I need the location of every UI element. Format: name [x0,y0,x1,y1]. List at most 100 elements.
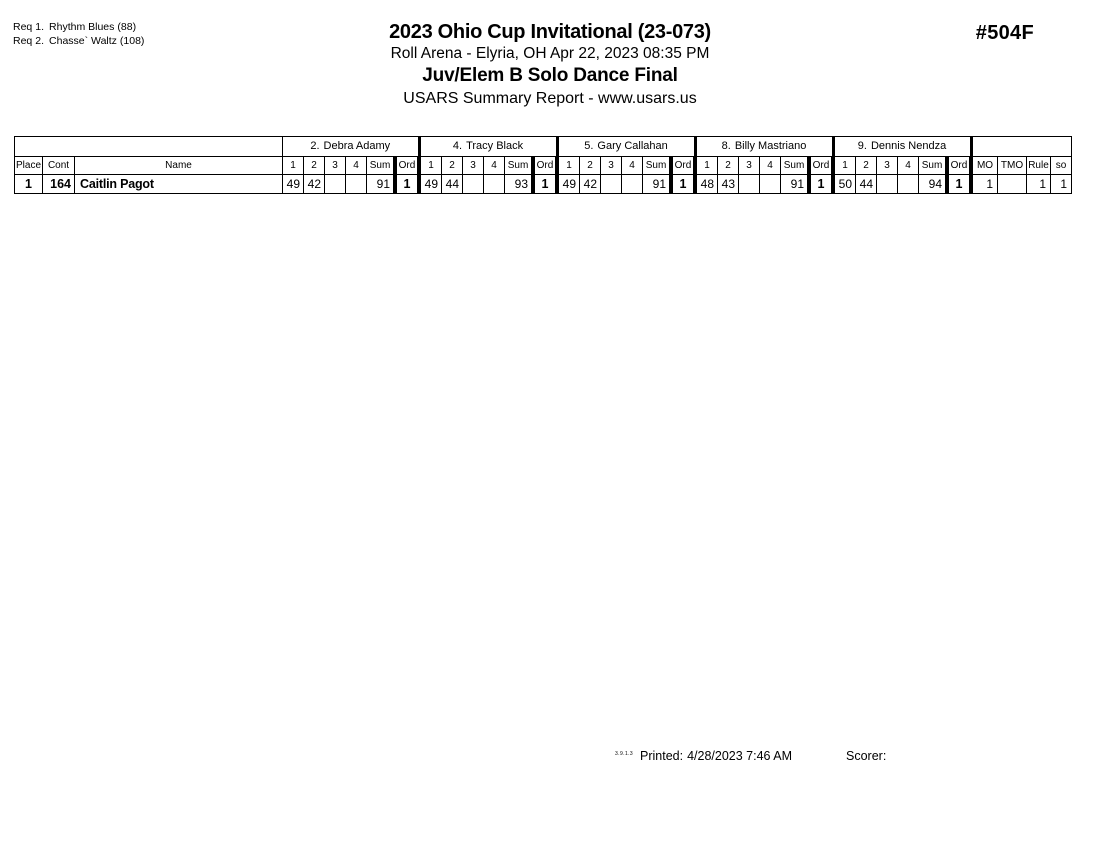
col-header-place: Place [14,156,43,175]
cell-j4-s2: 43 [717,174,739,194]
requirement-beats: (108) [119,34,145,47]
cell-j5-s1: 50 [832,174,856,194]
col-header-j3-s3: 3 [600,156,622,175]
judge-number: 2. [310,140,320,152]
cell-j5-sum: 94 [918,174,948,194]
col-header-j1-ord: Ord [393,156,421,175]
cell-j5-ord: 1 [945,174,973,194]
results-table: 2. Debra Adamy 4. Tracy Black 5. Gary Calla… [14,136,1072,194]
col-header-j5-s2: 2 [855,156,877,175]
col-header-j2-sum: Sum [504,156,534,175]
judge-name: Billy Mastriano [734,140,807,152]
col-header-j5-s4: 4 [897,156,919,175]
col-header-j1-s1: 1 [282,156,304,175]
judge-name: Dennis Nendza [870,140,947,152]
requirement-label: Req [13,34,33,47]
cell-j2-sum: 93 [504,174,534,194]
cell-j1-sum: 91 [366,174,396,194]
report-header: 2023 Ohio Cup Invitational (23-073) Roll… [0,20,1100,109]
judge-name: Debra Adamy [323,140,391,152]
report-subtitle: USARS Summary Report - www.usars.us [403,90,697,107]
col-header-j1-s2: 2 [303,156,325,175]
event-title: Juv/Elem B Solo Dance Final [422,65,678,86]
venue-datetime-line: Roll Arena - Elyria, OH Apr 22, 2023 08:… [390,45,710,62]
col-header-j5-ord: Ord [945,156,973,175]
cell-j2-ord: 1 [531,174,559,194]
col-header-j4-s4: 4 [759,156,781,175]
heat-number: #504F [975,22,1034,44]
judge-name: Gary Callahan [597,140,668,152]
col-header-j5-s1: 1 [832,156,856,175]
col-header-j1-s3: 3 [324,156,346,175]
judge-number: 4. [452,140,463,152]
judge-header-4: 8. Billy Mastriano [694,136,835,157]
cell-j1-s2: 42 [303,174,325,194]
col-header-j2-s4: 4 [483,156,505,175]
cell-j2-s4 [483,174,505,194]
col-header-j4-sum: Sum [780,156,810,175]
competition-title: 2023 Ohio Cup Invitational (23-073) [389,21,711,43]
results-table-container: 2. Debra Adamy 4. Tracy Black 5. Gary Calla… [14,136,1072,194]
requirements-block: Req 1. Rhythm Blues (88) Req 2. Chasse` Waltz… [13,21,144,48]
col-header-j5-sum: Sum [918,156,948,175]
judge-number: 5. [584,140,594,152]
requirement-beats: (88) [117,21,137,33]
software-version: 3.9.1.3 [615,751,634,757]
cell-j2-s2: 44 [441,174,463,194]
cell-j2-s3 [462,174,484,194]
requirement-label: Req [13,21,33,33]
requirement-name: Rhythm Blues [49,21,115,33]
cell-j3-s4 [621,174,643,194]
judge-header-5: 9. Dennis Nendza [832,136,973,157]
cell-skater-name: Caitlin Pagot [74,174,283,194]
requirement-name: Chasse` Waltz [49,34,117,47]
judge-header-3: 5. Gary Callahan [556,136,697,157]
requirement-line-1: Req 1. Rhythm Blues (88) [13,21,144,35]
col-header-j2-s3: 3 [462,156,484,175]
printed-label: Printed: [640,749,684,763]
judge-header-2: 4. Tracy Black [418,136,559,157]
cell-j3-sum: 91 [642,174,672,194]
printed-timestamp: Printed: 4/28/2023 7:46 AM [640,748,792,764]
col-header-rule: Rule [1026,156,1051,175]
cell-j4-s4 [759,174,781,194]
scorer-label: Scorer: [846,749,887,763]
cell-j1-ord: 1 [393,174,421,194]
cell-rule: 1 [1026,174,1051,194]
judge-name: Tracy Black [466,140,524,152]
col-header-j3-ord: Ord [669,156,697,175]
cell-j1-s1: 49 [282,174,304,194]
cell-j5-s2: 44 [855,174,877,194]
col-header-j3-sum: Sum [642,156,672,175]
cell-j5-s3 [876,174,898,194]
col-header-j3-s2: 2 [579,156,601,175]
column-header-row: Place Cont Name 1 2 3 4 Sum Ord 1 2 3 4 … [14,156,1072,175]
report-footer: 3.9.1.3 Printed: 4/28/2023 7:46 AM Scorer… [0,748,1100,768]
col-header-j2-s1: 1 [418,156,442,175]
cell-mo: 1 [970,174,998,194]
band-spacer-right [970,136,1072,157]
col-header-j3-s1: 1 [556,156,580,175]
col-header-name: Name [74,156,283,175]
col-header-j1-s4: 4 [345,156,367,175]
col-header-j4-s2: 2 [717,156,739,175]
cell-j3-s1: 49 [556,174,580,194]
col-header-j3-s4: 4 [621,156,643,175]
table-row: 1 164 Caitlin Pagot 49 42 91 1 49 44 93 … [14,174,1072,194]
cell-j5-s4 [897,174,919,194]
cell-j3-s3 [600,174,622,194]
judge-number: 8. [721,140,731,152]
cell-j4-ord: 1 [807,174,835,194]
requirement-number: 2. [35,34,45,47]
col-header-so: so [1050,156,1072,175]
cell-j1-s3 [324,174,346,194]
cell-tmo [997,174,1027,194]
col-header-j4-s1: 1 [694,156,718,175]
cell-j4-sum: 91 [780,174,810,194]
col-header-j4-s3: 3 [738,156,760,175]
cell-cont: 164 [42,174,75,194]
col-header-j2-ord: Ord [531,156,559,175]
cell-j3-ord: 1 [669,174,697,194]
col-header-mo: MO [970,156,998,175]
